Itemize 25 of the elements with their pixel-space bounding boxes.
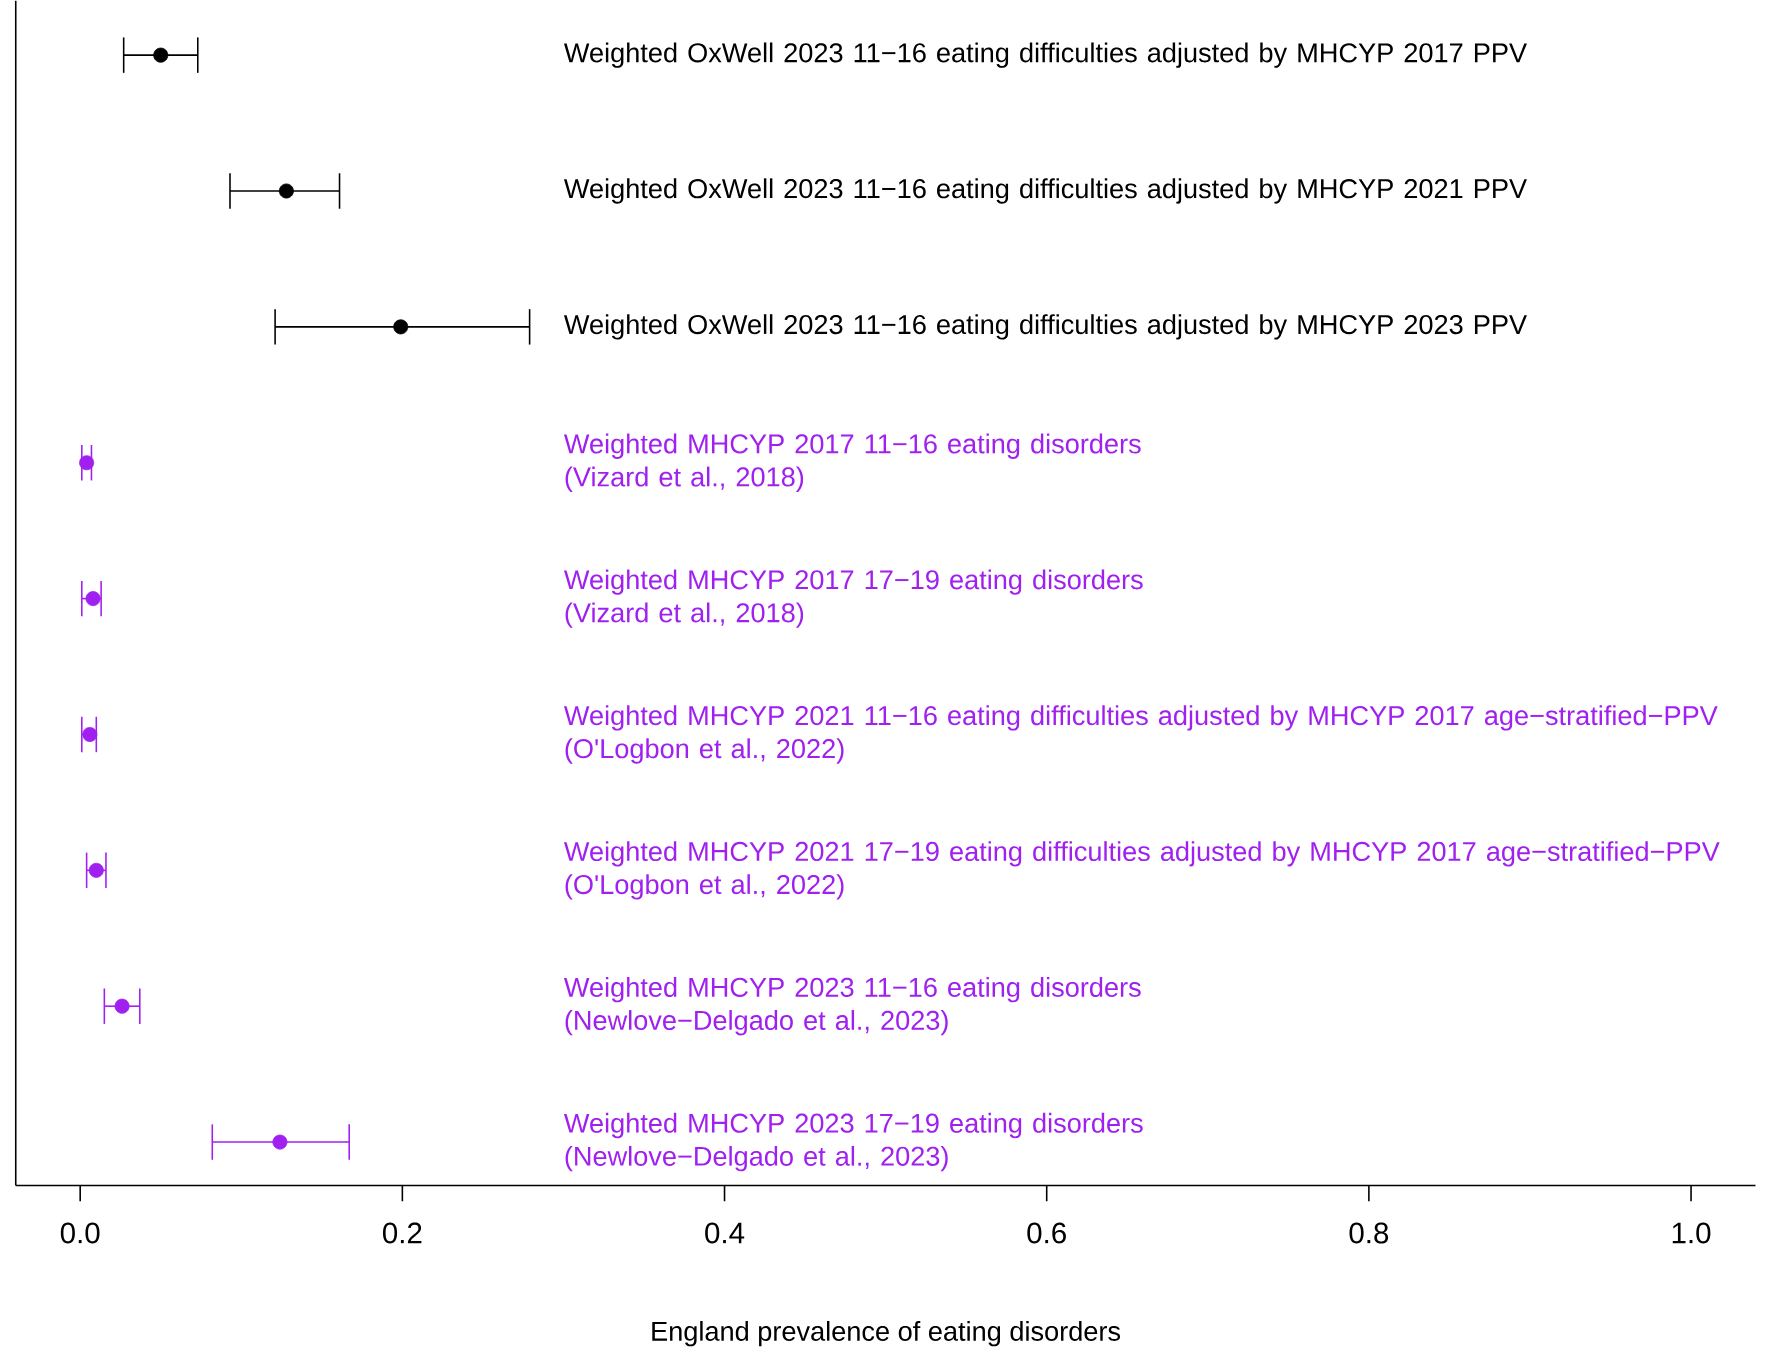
y-tick-label: Weighted MHCYP 2017 17−19 eating disorders (Vizard et al., 2018) [563,569,1143,628]
x-tick-label: 0.8 [1349,1222,1389,1244]
point [85,590,101,606]
y-tick-label: Weighted MHCYP 2021 11−16 eating difficulties adjusted by MHCYP 2017 age−stratified−PPV (O'Logbon et al., 2022) [563,705,1718,764]
y-tick-label: Weighted OxWell 2023 11−16 eating difficulties adjusted by MHCYP 2021 PPV [563,178,1527,204]
point [393,319,409,335]
y-tick-label: Weighted OxWell 2023 11−16 eating difficulties adjusted by MHCYP 2017 PPV [563,42,1527,68]
x-tick-label: 0.0 [60,1222,100,1244]
x-axis-title: England prevalence of eating disorders [652,1320,1121,1347]
y-tick-label: Weighted OxWell 2023 11−16 eating difficulties adjusted by MHCYP 2023 PPV [563,314,1527,340]
point [272,1134,288,1150]
y-tick-label: Weighted MHCYP 2023 11−16 eating disorders (Newlove−Delgado et al., 2023) [563,976,1141,1036]
point [278,183,294,199]
point [88,862,104,878]
y-tick-label: Weighted MHCYP 2021 17−19 eating difficulties adjusted by MHCYP 2017 age−stratified−PPV (O'Logbon et al., 2022) [563,840,1720,900]
x-tick-label: 1.0 [1672,1222,1711,1244]
y-tick-label: Weighted MHCYP 2017 11−16 eating disorders (Vizard et al., 2018) [563,433,1141,492]
point [82,726,98,742]
point [153,47,169,63]
point [79,455,95,471]
x-tick-label: 0.2 [382,1222,422,1244]
x-tick-label: 0.6 [1027,1222,1066,1244]
x-tick-label: 0.4 [705,1222,745,1244]
y-tick-label: Weighted MHCYP 2023 17−19 eating disorders (Newlove−Delgado et al., 2023) [563,1112,1143,1172]
point [114,998,130,1014]
